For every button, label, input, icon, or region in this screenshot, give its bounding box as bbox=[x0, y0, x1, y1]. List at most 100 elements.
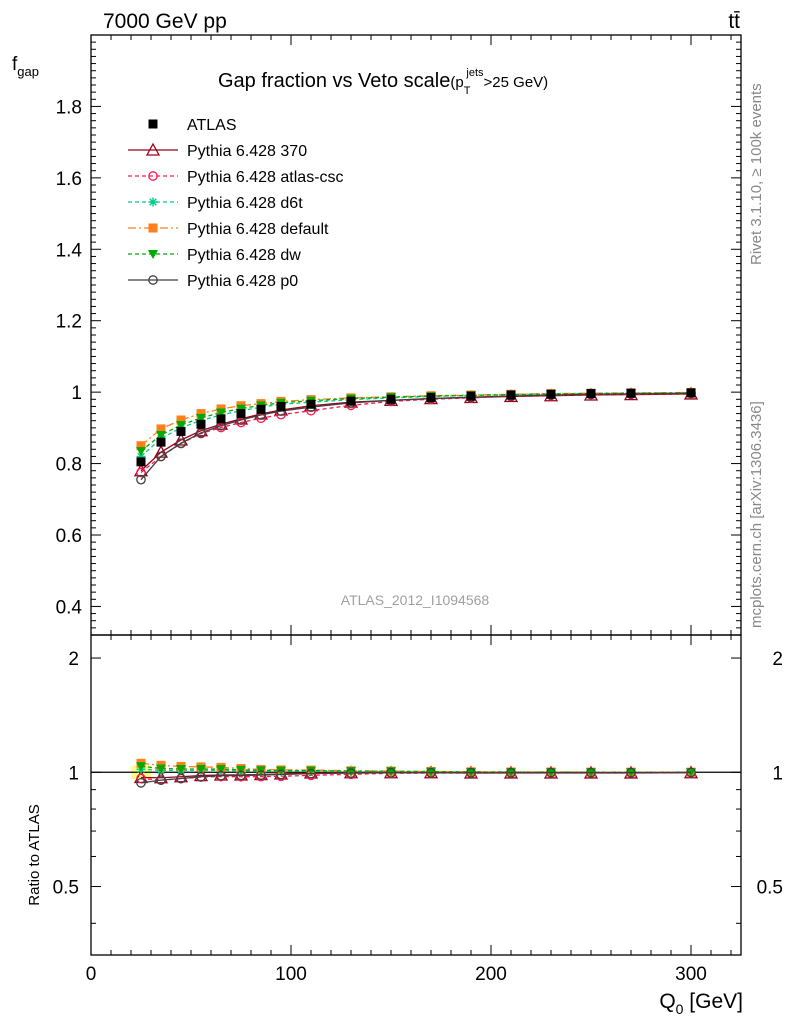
data-point-atlas bbox=[216, 414, 226, 424]
rivet-label: Rivet 3.1.10, ≥ 100k events bbox=[748, 83, 765, 265]
legend-label-atlas: ATLAS bbox=[187, 117, 237, 134]
data-point-atlas bbox=[156, 437, 166, 447]
ratio-point-pythia-6-428-p0 bbox=[386, 767, 396, 778]
data-point-pythia-6-428-atlas-csc bbox=[136, 467, 146, 478]
ratio-y-tick-label-left: 1 bbox=[68, 763, 79, 784]
mcplots-label: mcplots.cern.ch [arXiv:1306.3436] bbox=[748, 401, 765, 628]
data-point-atlas bbox=[306, 399, 316, 409]
ratio-point-pythia-6-428-dw bbox=[196, 765, 206, 775]
legend-label-pythia-6-428-default: Pythia 6.428 default bbox=[187, 221, 329, 238]
ratio-y-tick-label-right: 1 bbox=[772, 763, 783, 784]
legend-marker-pythia-6-428-370 bbox=[145, 142, 161, 156]
data-point-atlas bbox=[196, 419, 206, 429]
data-point-atlas bbox=[176, 426, 186, 436]
ratio-point-pythia-6-428-p0 bbox=[256, 770, 266, 780]
analysis-label: ATLAS_2012_I1094568 bbox=[341, 592, 490, 608]
data-point-pythia-6-428-p0 bbox=[136, 474, 146, 485]
data-point-atlas bbox=[386, 394, 396, 404]
ratio-point-pythia-6-428-p0 bbox=[686, 767, 696, 778]
data-point-pythia-6-428-p0 bbox=[156, 451, 166, 462]
data-point-atlas bbox=[546, 389, 556, 399]
ratio-y-tick-label-right: 2 bbox=[772, 649, 783, 670]
main-y-tick-label: 0.6 bbox=[56, 526, 82, 547]
legend-label-pythia-6-428-d6t: Pythia 6.428 d6t bbox=[187, 195, 303, 212]
x-tick-label: 300 bbox=[675, 964, 707, 985]
x-tick-label: 100 bbox=[275, 964, 307, 985]
ratio-point-pythia-6-428-dw bbox=[236, 765, 246, 775]
series-pythia-6-428-dw bbox=[136, 388, 696, 778]
data-point-pythia-6-428-p0 bbox=[176, 438, 186, 449]
ratio-point-pythia-6-428-p0 bbox=[306, 768, 316, 779]
x-tick-label: 0 bbox=[86, 964, 97, 985]
ratio-ylabel: Ratio to ATLAS bbox=[26, 804, 43, 905]
data-point-atlas bbox=[506, 390, 516, 400]
series-line-pythia-6-428-370 bbox=[140, 393, 692, 472]
header-left: 7000 GeV pp bbox=[103, 10, 227, 33]
data-point-atlas bbox=[466, 391, 476, 401]
ratio-y-tick-label-left: 0.5 bbox=[53, 878, 79, 899]
x-tick-label: 200 bbox=[475, 964, 507, 985]
data-point-pythia-6-428-default bbox=[136, 441, 146, 451]
main-y-tick-label: 1.6 bbox=[56, 169, 82, 190]
legend-marker-pythia-6-428-dw bbox=[148, 250, 158, 259]
ratio-point-pythia-6-428-p0 bbox=[156, 775, 166, 785]
chart-title-sub: T bbox=[464, 85, 471, 97]
ratio-point-pythia-6-428-p0 bbox=[196, 771, 206, 782]
ratio-point-pythia-6-428-dw bbox=[276, 766, 286, 776]
series-pythia-6-428-370 bbox=[133, 386, 699, 784]
data-point-pythia-6-428-atlas-csc bbox=[256, 413, 266, 424]
main-y-tick-label: 1.2 bbox=[56, 312, 82, 333]
main-ylabel: fgap bbox=[12, 54, 39, 79]
main-ylabel-text: f bbox=[12, 54, 18, 75]
ratio-y-tick-label-left: 2 bbox=[68, 649, 79, 670]
data-point-pythia-6-428-dw bbox=[156, 431, 166, 440]
legend-marker-pythia-6-428-d6t bbox=[148, 197, 158, 207]
legend-marker-pythia-6-428-atlas-csc bbox=[148, 171, 158, 181]
main-y-tick-label: 1.8 bbox=[56, 97, 82, 118]
ratio-point-pythia-6-428-p0 bbox=[216, 770, 226, 781]
legend: ATLAS Pythia 6.428 370 Pythia 6.428 atlas-… bbox=[128, 117, 344, 290]
data-point-atlas bbox=[586, 389, 596, 399]
data-point-atlas bbox=[256, 404, 266, 414]
ratio-point-pythia-6-428-p0 bbox=[346, 768, 356, 778]
xlabel-sub: 0 bbox=[676, 1001, 684, 1017]
header-right: tt̄ bbox=[728, 10, 740, 33]
data-point-pythia-6-428-dw bbox=[196, 413, 206, 423]
main-y-tick-label: 0.4 bbox=[56, 597, 83, 618]
data-point-atlas bbox=[236, 409, 246, 419]
ratio-point-pythia-6-428-p0 bbox=[176, 773, 186, 784]
chart-title-sup: jets bbox=[465, 67, 484, 79]
ratio-point-pythia-6-428-p0 bbox=[276, 769, 286, 780]
series-line-pythia-6-428-dw bbox=[140, 392, 692, 452]
ratio-line-pythia-6-428-p0 bbox=[140, 771, 692, 784]
data-point-atlas bbox=[626, 388, 636, 398]
ratio-point-pythia-6-428-p0 bbox=[626, 767, 636, 778]
ratio-point-pythia-6-428-dw bbox=[216, 765, 226, 775]
data-point-atlas bbox=[426, 393, 436, 402]
data-point-atlas bbox=[136, 457, 146, 467]
data-point-pythia-6-428-dw bbox=[176, 421, 186, 430]
ratio-point-pythia-6-428-p0 bbox=[546, 767, 556, 778]
legend-label-pythia-6-428-p0: Pythia 6.428 p0 bbox=[187, 273, 298, 290]
legend-marker-pythia-6-428-p0 bbox=[148, 275, 158, 285]
data-point-pythia-6-428-d6t bbox=[136, 451, 146, 461]
legend-label-pythia-6-428-370: Pythia 6.428 370 bbox=[187, 143, 307, 160]
ratio-point-pythia-6-428-dw bbox=[176, 764, 186, 774]
series-pythia-6-428-atlas-csc bbox=[136, 388, 696, 785]
chart-title-tail: >25 GeV) bbox=[484, 74, 549, 91]
data-point-pythia-6-428-default bbox=[156, 424, 166, 434]
xlabel-tail: [GeV] bbox=[683, 990, 743, 1013]
data-point-pythia-6-428-default bbox=[196, 409, 206, 419]
legend-marker-pythia-6-428-default bbox=[148, 223, 158, 233]
series-atlas bbox=[136, 388, 696, 467]
data-point-atlas bbox=[276, 401, 286, 411]
data-point-atlas bbox=[686, 388, 696, 398]
data-point-pythia-6-428-dw bbox=[136, 447, 146, 457]
main-y-tick-label: 1.4 bbox=[56, 240, 83, 261]
series-pythia-6-428-default bbox=[136, 388, 696, 777]
data-point-pythia-6-428-default bbox=[176, 415, 186, 425]
xlabel: Q0 [GeV] bbox=[659, 990, 743, 1017]
legend-marker-atlas bbox=[148, 119, 158, 129]
legend-label-pythia-6-428-atlas-csc: Pythia 6.428 atlas-csc bbox=[187, 169, 344, 186]
